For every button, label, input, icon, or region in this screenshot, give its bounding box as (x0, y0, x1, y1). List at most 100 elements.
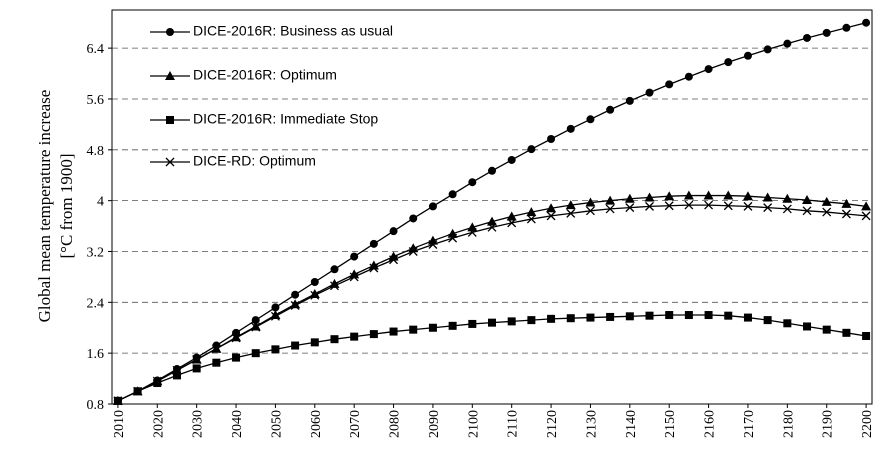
marker (468, 178, 477, 187)
marker (605, 195, 616, 205)
x-tick-label: 2020 (151, 410, 166, 438)
marker (821, 196, 832, 206)
marker (625, 312, 634, 321)
marker (409, 214, 418, 223)
marker (172, 371, 181, 380)
series-line (117, 204, 867, 402)
marker (527, 316, 536, 325)
marker (526, 214, 536, 224)
marker (231, 333, 241, 343)
x-tick-label: 2090 (427, 410, 442, 438)
marker (841, 198, 852, 208)
marker (664, 191, 675, 201)
marker (566, 124, 575, 133)
x-tick-label: 2070 (348, 410, 363, 438)
x-tick-label: 2190 (821, 410, 836, 438)
marker (802, 206, 812, 216)
marker (330, 335, 339, 344)
marker (841, 209, 851, 219)
marker (428, 323, 437, 332)
marker (723, 190, 734, 200)
legend-marker (165, 157, 175, 167)
marker (782, 204, 792, 214)
marker (586, 115, 595, 124)
marker (488, 166, 496, 175)
marker (763, 45, 772, 54)
y-tick-label: 6.4 (87, 42, 105, 57)
x-tick-label: 2100 (466, 410, 481, 438)
marker (664, 201, 674, 211)
marker (527, 145, 536, 154)
marker (566, 208, 576, 218)
y-tick-label: 3.2 (87, 245, 105, 260)
marker (763, 203, 773, 213)
marker (506, 211, 517, 221)
marker (546, 203, 557, 213)
x-tick-label: 2030 (191, 410, 206, 438)
marker (684, 200, 694, 210)
marker (467, 227, 477, 237)
marker (644, 192, 655, 202)
marker (251, 349, 260, 358)
x-tick-label: 2040 (230, 410, 245, 438)
marker (270, 311, 280, 321)
marker (742, 191, 753, 201)
marker (861, 211, 871, 221)
marker (822, 325, 831, 334)
marker (212, 358, 221, 367)
x-tick-label: 2200 (860, 410, 874, 438)
marker (625, 203, 635, 213)
marker (291, 341, 300, 350)
marker (605, 204, 615, 214)
marker (310, 338, 319, 347)
marker (428, 240, 438, 249)
marker (566, 314, 575, 323)
marker (507, 155, 516, 164)
legend-label: DICE-2016R: Immediate Stop (193, 111, 378, 127)
marker (546, 211, 556, 221)
marker (565, 200, 576, 210)
x-tick-label: 2140 (624, 410, 639, 438)
marker (428, 202, 437, 211)
y-tick-label: 2.4 (87, 296, 105, 311)
series-line (117, 314, 867, 402)
marker (802, 195, 813, 205)
x-tick-label: 2120 (545, 410, 560, 438)
y-tick-label: 5.6 (87, 93, 105, 108)
marker (822, 28, 831, 37)
marker (526, 207, 537, 217)
marker (763, 316, 772, 325)
marker (703, 190, 714, 200)
marker (369, 263, 379, 273)
marker (683, 190, 694, 200)
marker (172, 365, 182, 375)
marker (329, 278, 340, 288)
marker (723, 201, 733, 211)
marker (271, 303, 280, 312)
x-tick-label: 2160 (703, 410, 718, 438)
marker (309, 289, 320, 299)
marker (251, 316, 260, 325)
marker (408, 247, 418, 256)
marker (684, 72, 693, 81)
marker (862, 18, 871, 27)
marker (487, 222, 497, 232)
marker (232, 353, 241, 362)
marker (448, 233, 458, 243)
marker (487, 216, 497, 226)
marker (645, 201, 654, 211)
marker (271, 345, 280, 354)
y-tick-label: 1.6 (87, 347, 105, 362)
marker (547, 314, 556, 323)
marker (842, 328, 851, 337)
x-tick-label: 2060 (309, 410, 324, 438)
marker (782, 193, 793, 203)
marker (350, 332, 359, 341)
legend-marker (165, 71, 175, 80)
marker (389, 255, 399, 265)
marker (625, 96, 634, 105)
marker (861, 201, 872, 211)
marker (783, 39, 792, 48)
marker (624, 193, 635, 203)
